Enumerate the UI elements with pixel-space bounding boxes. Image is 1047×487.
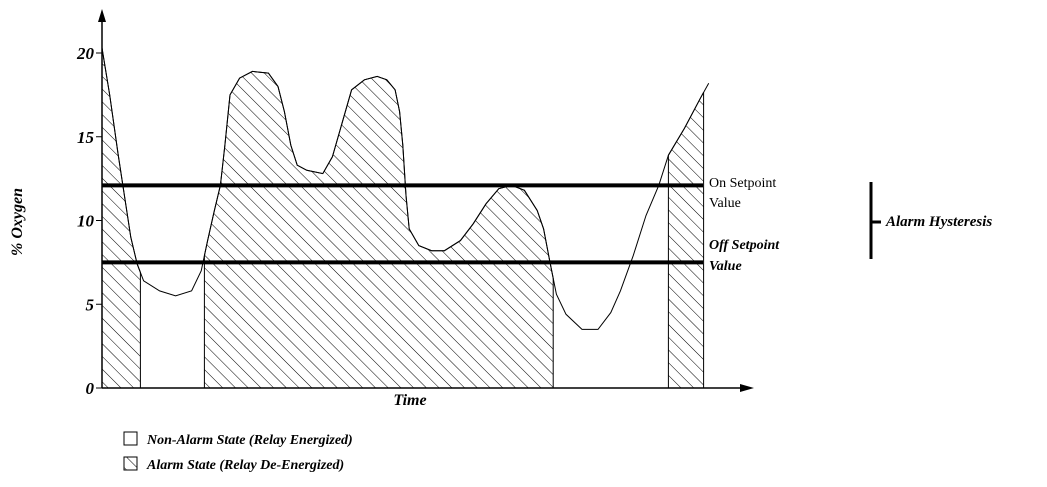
- on-setpoint-label-line2: Value: [709, 196, 741, 211]
- y-tick-label: 0: [86, 379, 95, 398]
- legend-label-alarm: Alarm State (Relay De-Energized): [146, 458, 344, 473]
- alarm-region-1: [102, 47, 141, 388]
- x-axis-label: Time: [393, 392, 426, 409]
- y-tick-label: 15: [77, 128, 95, 147]
- y-tick-label: 5: [86, 295, 95, 314]
- y-axis-label: % Oxygen: [9, 188, 26, 256]
- y-tick-label: 20: [76, 44, 95, 63]
- on-setpoint-label-line1: On Setpoint: [709, 176, 776, 191]
- x-axis-arrow: [740, 384, 754, 392]
- legend-swatch-non-alarm: [123, 431, 138, 446]
- y-axis-arrow: [98, 9, 106, 22]
- legend-swatch-alarm: [123, 456, 138, 471]
- off-setpoint-label-line2: Value: [709, 259, 742, 274]
- off-setpoint-label-line1: Off Setpoint: [709, 238, 780, 253]
- alarm-regions: [102, 47, 705, 388]
- alarm-region-3: [667, 92, 705, 388]
- legend: Non-Alarm State (Relay Energized) Alarm …: [123, 431, 353, 473]
- oxygen-curve: [101, 47, 710, 330]
- alarm-region-2: [203, 70, 554, 388]
- legend-label-non-alarm: Non-Alarm State (Relay Energized): [146, 433, 353, 448]
- y-tick-label: 10: [77, 212, 95, 231]
- y-ticks: 0 5 10 15 20: [76, 44, 102, 398]
- hysteresis-label: Alarm Hysteresis: [885, 214, 992, 230]
